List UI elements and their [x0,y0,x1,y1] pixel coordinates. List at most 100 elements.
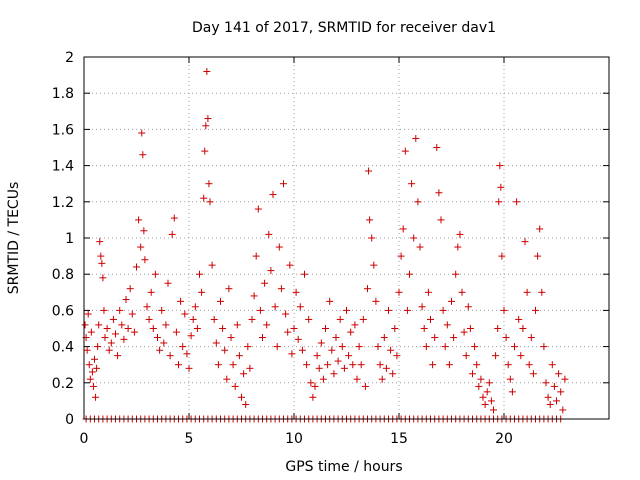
data-point [519,325,527,332]
data-point [490,406,497,414]
data-point [502,334,510,342]
data-point [149,325,157,332]
data-point [189,315,197,323]
data-point [523,288,531,296]
data-point [324,361,332,369]
data-point [177,297,185,305]
data-point [198,288,206,296]
data-point [120,335,128,343]
data-point [311,382,319,390]
data-point [83,346,91,354]
data-point [292,288,300,296]
data-point [265,230,273,238]
data-point [193,325,201,332]
data-point [538,288,546,296]
data-point [229,361,237,369]
data-point [137,243,145,251]
data-point [112,330,119,338]
data-point [246,364,254,372]
data-point [151,270,159,278]
x-tick-label: 15 [390,431,408,447]
data-point [443,321,451,329]
data-point [343,306,350,314]
y-tick-label: 1.8 [52,86,74,102]
data-point [203,67,211,75]
data-point [546,401,554,409]
data-point [525,361,533,369]
data-point [298,346,306,354]
data-point [410,234,418,242]
data-point [166,352,174,360]
data-point [175,361,182,369]
data-point [100,306,108,314]
data-point [261,279,269,287]
data-point [172,328,180,336]
data-point [506,375,514,383]
y-tick-label: 2 [65,50,74,66]
data-points [81,67,569,423]
x-axis-label: GPS time / hours [285,459,402,475]
data-point [336,315,344,323]
data-point [365,167,373,175]
data-point [122,296,130,304]
data-point [437,216,445,224]
data-point [319,375,327,383]
data-point [288,350,296,358]
data-point [89,382,97,390]
data-point [548,361,556,369]
data-point [183,350,191,358]
data-point [210,315,218,323]
data-point [469,370,476,378]
y-tick-label: 1.4 [52,159,74,175]
data-point [385,306,392,314]
data-point [439,306,447,314]
data-point [418,303,426,311]
data-point [93,364,101,372]
data-point [227,334,235,342]
data-point [147,288,155,296]
data-point [201,147,209,155]
data-point [517,352,525,360]
data-point [536,225,544,233]
data-point [555,370,563,378]
data-point [196,270,203,278]
data-point [349,361,357,369]
data-point [204,115,212,123]
data-point [408,180,416,188]
data-point [170,214,178,222]
data-point [483,388,491,396]
data-point [544,393,552,401]
data-point [338,343,346,351]
data-point [328,346,336,354]
data-point [553,397,560,405]
chart-title: Day 141 of 2017, SRMTID for receiver dav… [192,20,496,36]
data-point [140,227,148,235]
data-point [495,198,503,206]
data-point [280,180,287,188]
data-point [130,328,138,336]
data-point [374,343,382,351]
data-point [103,325,111,332]
data-point [557,388,565,396]
y-tick-label: 1 [65,231,74,247]
data-point [185,364,193,372]
data-point [313,352,321,360]
data-point [114,352,122,360]
data-point [403,306,411,314]
y-tick-label: 1.2 [52,195,74,211]
data-point [87,328,95,336]
data-point [448,297,455,305]
data-point [154,334,161,342]
data-point [361,382,369,390]
data-point [116,306,124,314]
data-point [382,364,390,372]
data-point [420,325,428,332]
plot-frame [83,56,610,420]
data-point [359,315,367,323]
data-point [458,288,466,296]
data-point [466,325,474,332]
data-point [97,252,105,260]
data-point [96,238,104,246]
data-point [187,332,195,340]
